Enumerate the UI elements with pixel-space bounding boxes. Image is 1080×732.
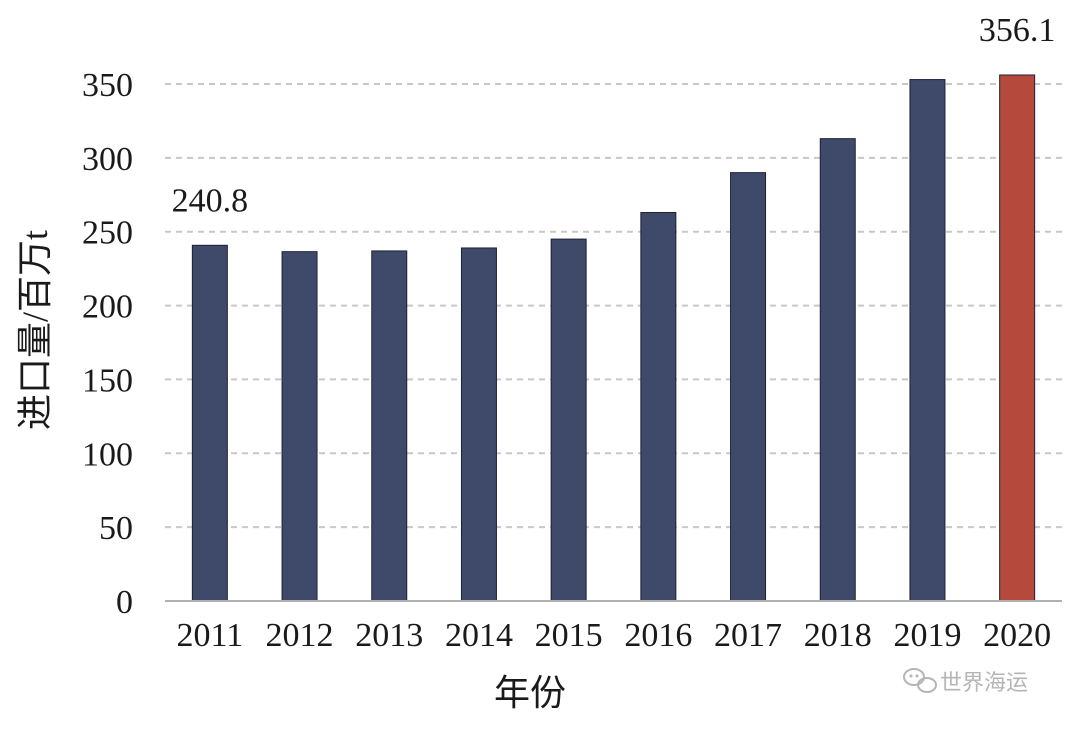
- wechat-icon: [903, 668, 937, 693]
- x-tick-label: 2020: [983, 617, 1051, 654]
- x-tick-label: 2016: [624, 617, 692, 654]
- y-tick-label: 0: [116, 584, 133, 621]
- y-tick-label: 200: [82, 289, 133, 326]
- x-tick-label: 2014: [445, 617, 513, 654]
- bar-2014: [460, 247, 497, 602]
- bar-2016: [640, 212, 677, 602]
- bar-2017: [730, 172, 767, 602]
- data-labels: 240.8 356.1: [172, 12, 1056, 219]
- bar-2020: [999, 74, 1036, 602]
- y-tick-label: 250: [82, 215, 133, 252]
- bar-2013: [371, 250, 408, 602]
- y-tick-labels: 0 50 100 150 200 250 300 350: [82, 67, 133, 621]
- bars: [191, 74, 1036, 602]
- x-tick-label: 2011: [176, 617, 243, 654]
- y-tick-label: 350: [82, 67, 133, 104]
- bar-2012: [281, 251, 318, 602]
- watermark-text: 世界海运: [940, 671, 1028, 696]
- y-tick-label: 300: [82, 141, 133, 178]
- x-tick-label: 2017: [714, 617, 782, 654]
- bar-2011: [191, 244, 228, 602]
- x-tick-labels: 2011 2012 2013 2014 2015 2016 2017 2018 2019 2020: [176, 617, 1051, 654]
- bar-2018: [819, 138, 856, 602]
- x-axis-label: 年份: [494, 673, 566, 713]
- y-tick-label: 50: [99, 510, 133, 547]
- x-tick-label: 2013: [355, 617, 423, 654]
- y-tick-label: 100: [82, 436, 133, 473]
- x-tick-label: 2019: [893, 617, 961, 654]
- x-tick-label: 2015: [535, 617, 603, 654]
- x-tick-label: 2012: [266, 617, 334, 654]
- data-label: 240.8: [172, 182, 249, 219]
- watermark: 世界海运: [903, 668, 1028, 696]
- data-label: 356.1: [979, 12, 1056, 49]
- bar-2015: [550, 238, 587, 602]
- y-axis-label: 进口量/百万t: [15, 230, 55, 430]
- x-tick-label: 2018: [804, 617, 872, 654]
- y-tick-label: 150: [82, 362, 133, 399]
- bar-2019: [909, 79, 946, 602]
